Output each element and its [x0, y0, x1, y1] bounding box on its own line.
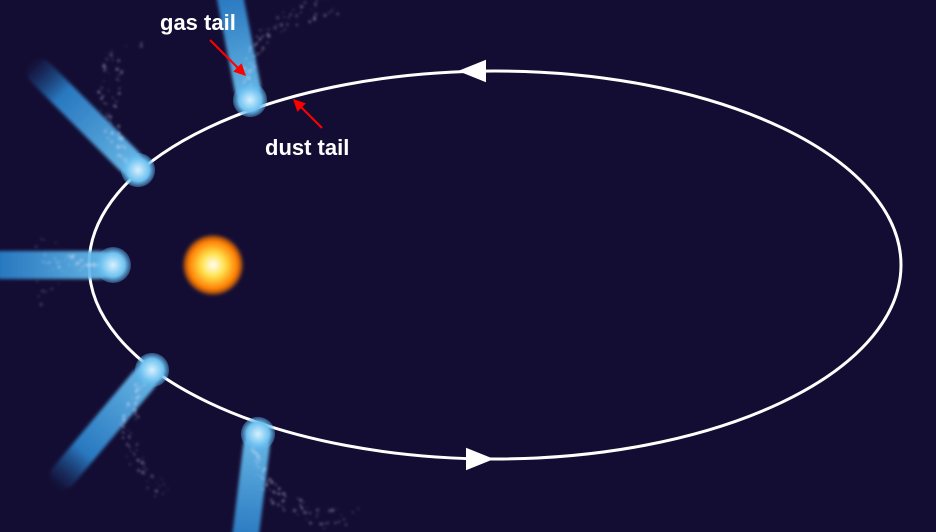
comet-nucleus [135, 353, 169, 387]
comet-nucleus [241, 417, 275, 451]
comet-nucleus [95, 247, 131, 283]
comet-nucleus [121, 153, 155, 187]
gas-tail-label: gas tail [160, 10, 236, 35]
comet-diagram: gas tail dust tail [0, 0, 936, 532]
dust-tail-label: dust tail [265, 135, 349, 160]
sun [183, 235, 243, 295]
comet-nucleus [233, 83, 267, 117]
